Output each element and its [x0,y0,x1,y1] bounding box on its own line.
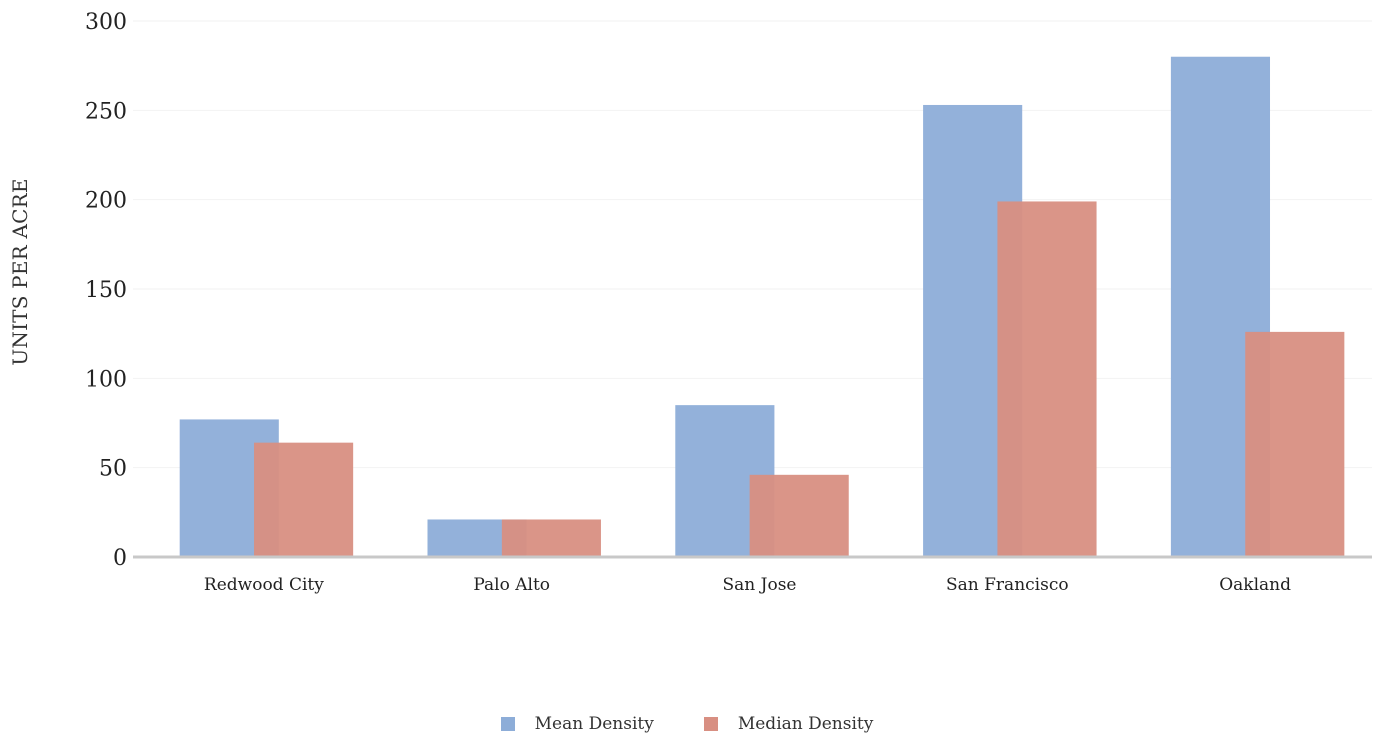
legend-item-median[interactable]: Median Density [703,714,874,734]
bar-median[interactable] [254,442,354,557]
legend: Mean Density Median Density [0,714,1374,734]
legend-swatch-median [703,717,718,731]
gridlines [133,20,1372,469]
x-tick-label: Palo Alto [473,575,550,595]
y-axis-label: UNITS PER ACRE [8,178,32,366]
bar-median[interactable] [749,474,849,557]
legend-label-median: Median Density [737,714,874,734]
x-tick-labels: Redwood City Palo Alto San Jose San Francis… [204,575,1291,595]
x-tick-label: Oakland [1219,575,1291,595]
y-tick-label: 100 [85,367,127,392]
bar-median[interactable] [997,201,1097,557]
x-tick-label: San Jose [723,575,797,595]
y-tick-label: 200 [85,189,127,214]
legend-swatch-mean [500,717,515,731]
y-tick-labels: 0 50 100 150 200 250 300 [85,10,127,571]
bar-median[interactable] [1245,331,1345,557]
y-tick-label: 300 [85,10,127,35]
y-tick-label: 50 [99,457,127,482]
legend-item-mean[interactable]: Mean Density [500,714,654,734]
bar-median[interactable] [501,519,601,557]
x-tick-label: Redwood City [204,575,324,595]
y-tick-label: 150 [85,278,127,303]
x-tick-label: San Francisco [946,575,1069,595]
y-tick-label: 250 [85,99,127,124]
legend-label-mean: Mean Density [534,714,654,734]
y-axis-title: UNITS PER ACRE [0,0,40,740]
y-tick-label: 0 [113,546,127,571]
bars [179,56,1345,558]
